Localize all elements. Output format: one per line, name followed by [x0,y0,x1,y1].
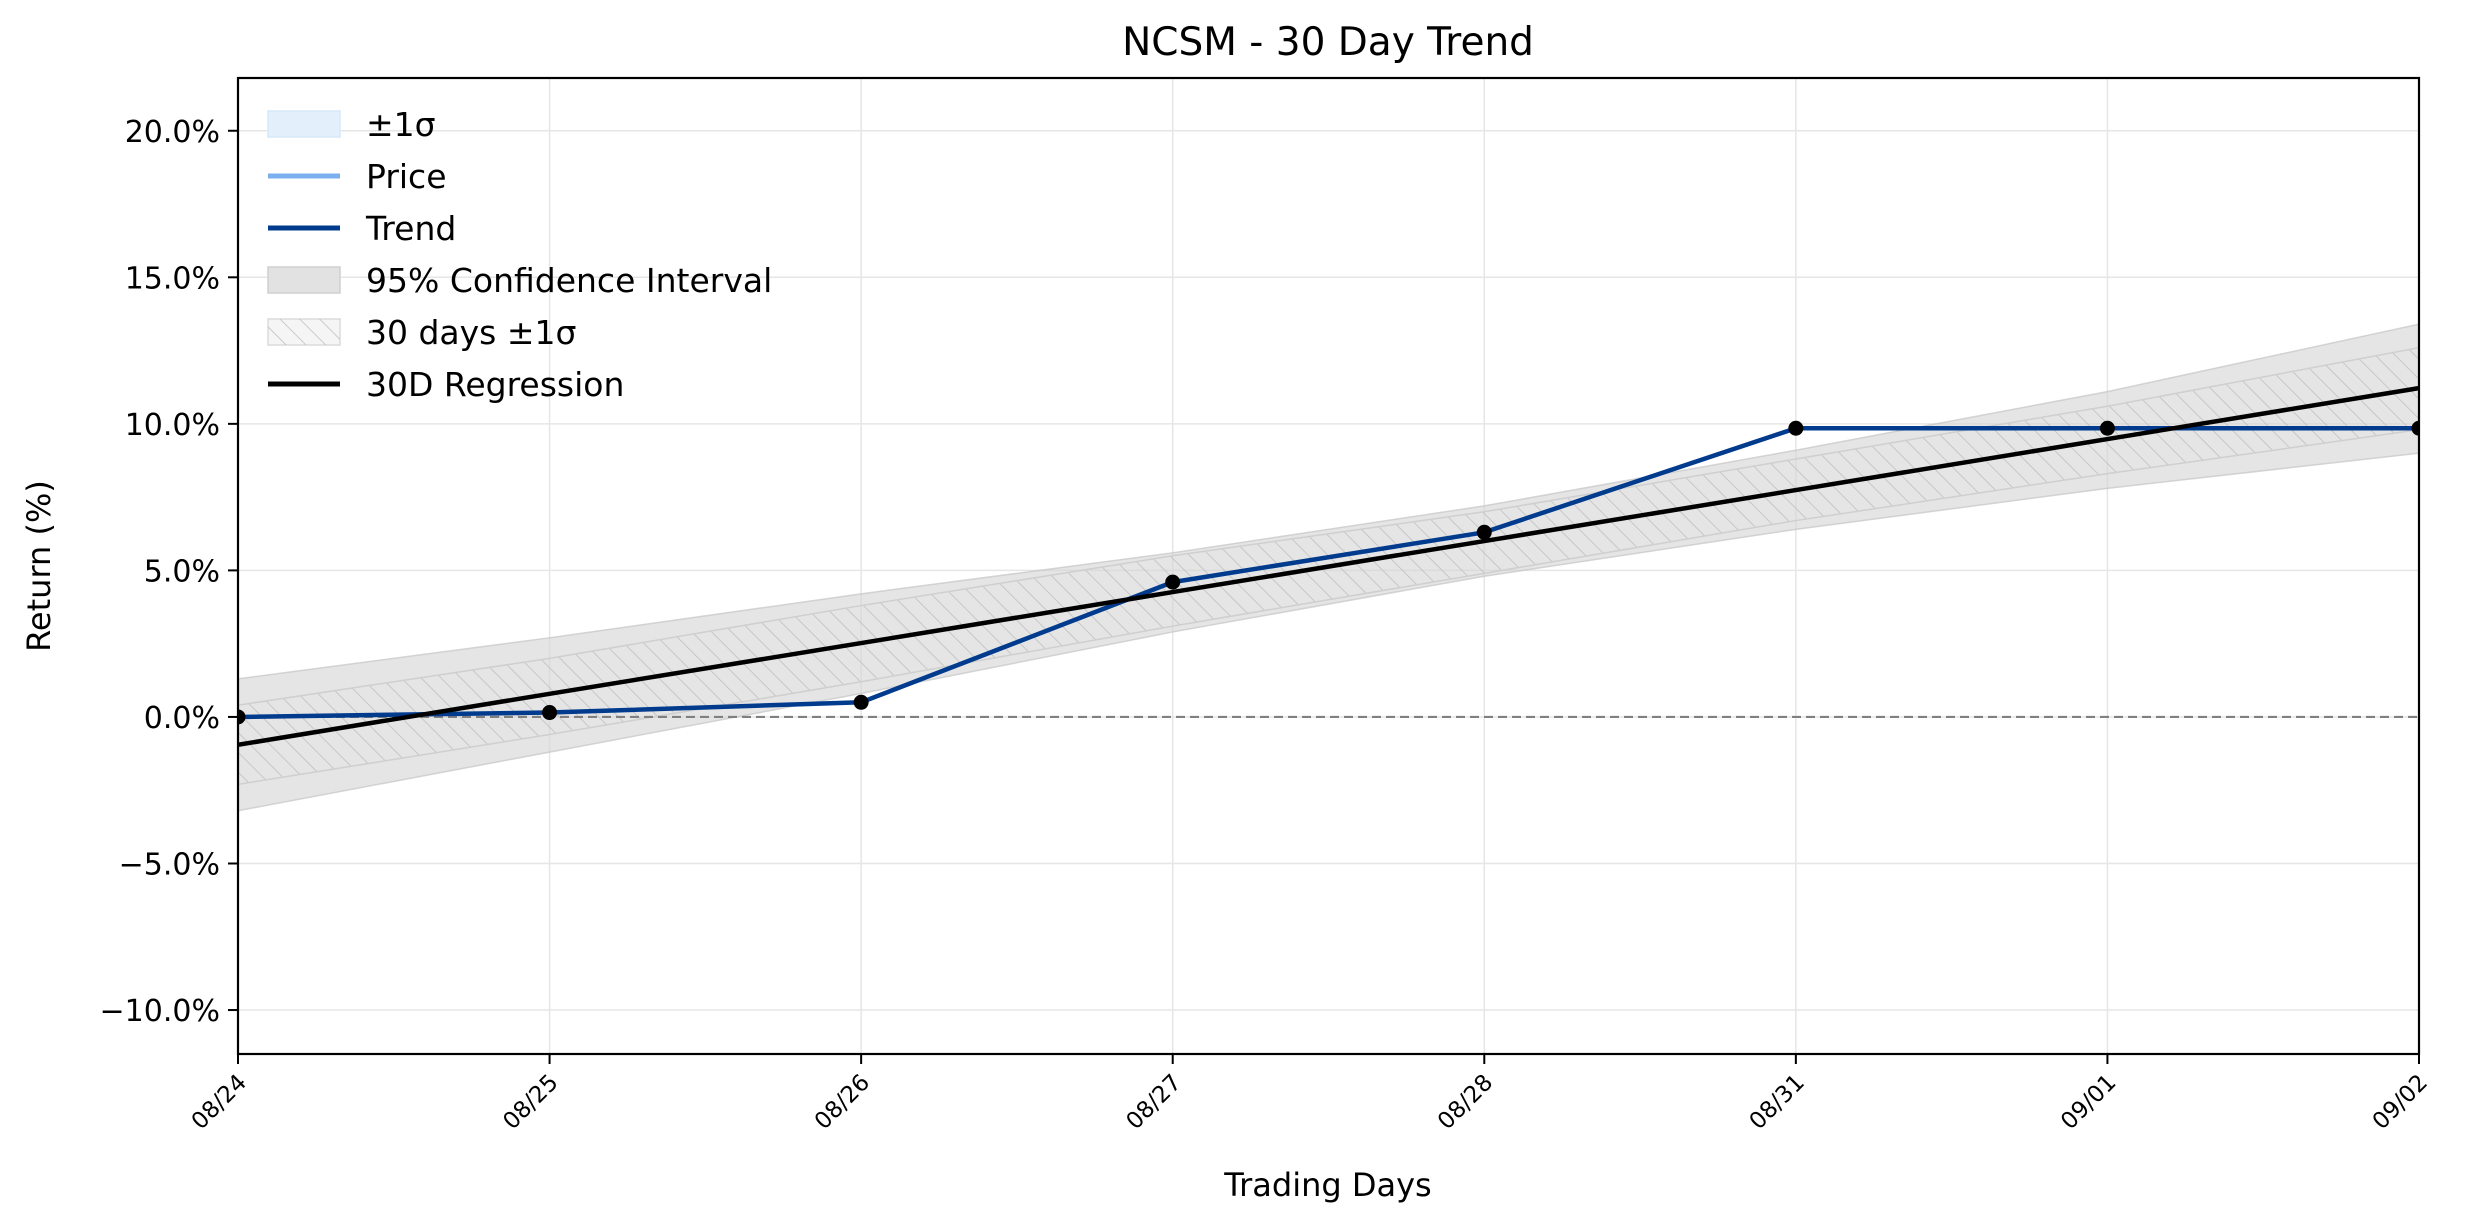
x-axis-title: Trading Days [1223,1166,1431,1204]
y-tick-label: 20.0% [125,115,220,150]
x-tick-label: 08/31 [1745,1070,1810,1135]
legend-entry: 30 days ±1σ [267,313,576,352]
x-tick-label: 09/01 [2056,1070,2121,1135]
trend-point [853,694,869,710]
regression-line [238,385,2419,748]
legend-label: 30D Regression [366,365,624,404]
legend-entry: 30D Regression [268,365,624,404]
plot-frame [236,76,2421,1056]
legend-label: 30 days ±1σ [366,313,576,352]
legend-swatch-hatch [268,319,340,345]
y-tick-label: 5.0% [144,554,220,589]
legend-label: ±1σ [366,105,436,144]
x-tick-label: 09/02 [2368,1070,2433,1135]
y-tick-label: 0.0% [144,701,220,736]
y-tick-label: −10.0% [100,994,220,1029]
legend-swatch [267,110,341,138]
y-tick-label: 10.0% [125,408,220,443]
legend-entry: 95% Confidence Interval [267,261,772,300]
trend-line [238,425,2419,720]
x-tick-label: 08/24 [187,1070,252,1135]
trend-point [1476,524,1492,540]
x-tick-label: 08/26 [810,1070,875,1135]
chart-title: NCSM - 30 Day Trend [1122,20,1534,65]
legend-label: Trend [365,209,456,248]
trend-point [238,709,246,725]
trend-point [1788,420,1804,436]
trend-point [2411,420,2419,436]
legend-entry: Price [268,157,447,196]
y-axis-title: Return (%) [20,480,58,652]
y-tick-label: 15.0% [125,261,220,296]
x-tick-label: 08/28 [1433,1070,1498,1135]
x-axis: 08/24 08/25 08/26 08/27 08/28 08/31 09/01 09/02 [187,1054,2433,1135]
x-tick-label: 08/25 [498,1070,563,1135]
legend-entry: ±1σ [267,105,436,144]
legend-swatch [267,266,341,294]
trend-point [1165,574,1181,590]
series-layer [238,385,2419,748]
legend: ±1σ Price Trend 95% Confidence Interval 30 d… [267,105,772,404]
legend-entry: Trend [268,209,456,248]
legend-label: Price [366,157,447,196]
trend-point [2099,420,2115,436]
trend-point [542,705,558,721]
x-tick-label: 08/27 [1121,1070,1186,1135]
y-tick-label: −5.0% [119,847,220,882]
y-axis: −10.0% −5.0% 0.0% 5.0% 10.0% 15.0% 20.0% [100,115,238,1029]
legend-label: 95% Confidence Interval [366,261,772,300]
